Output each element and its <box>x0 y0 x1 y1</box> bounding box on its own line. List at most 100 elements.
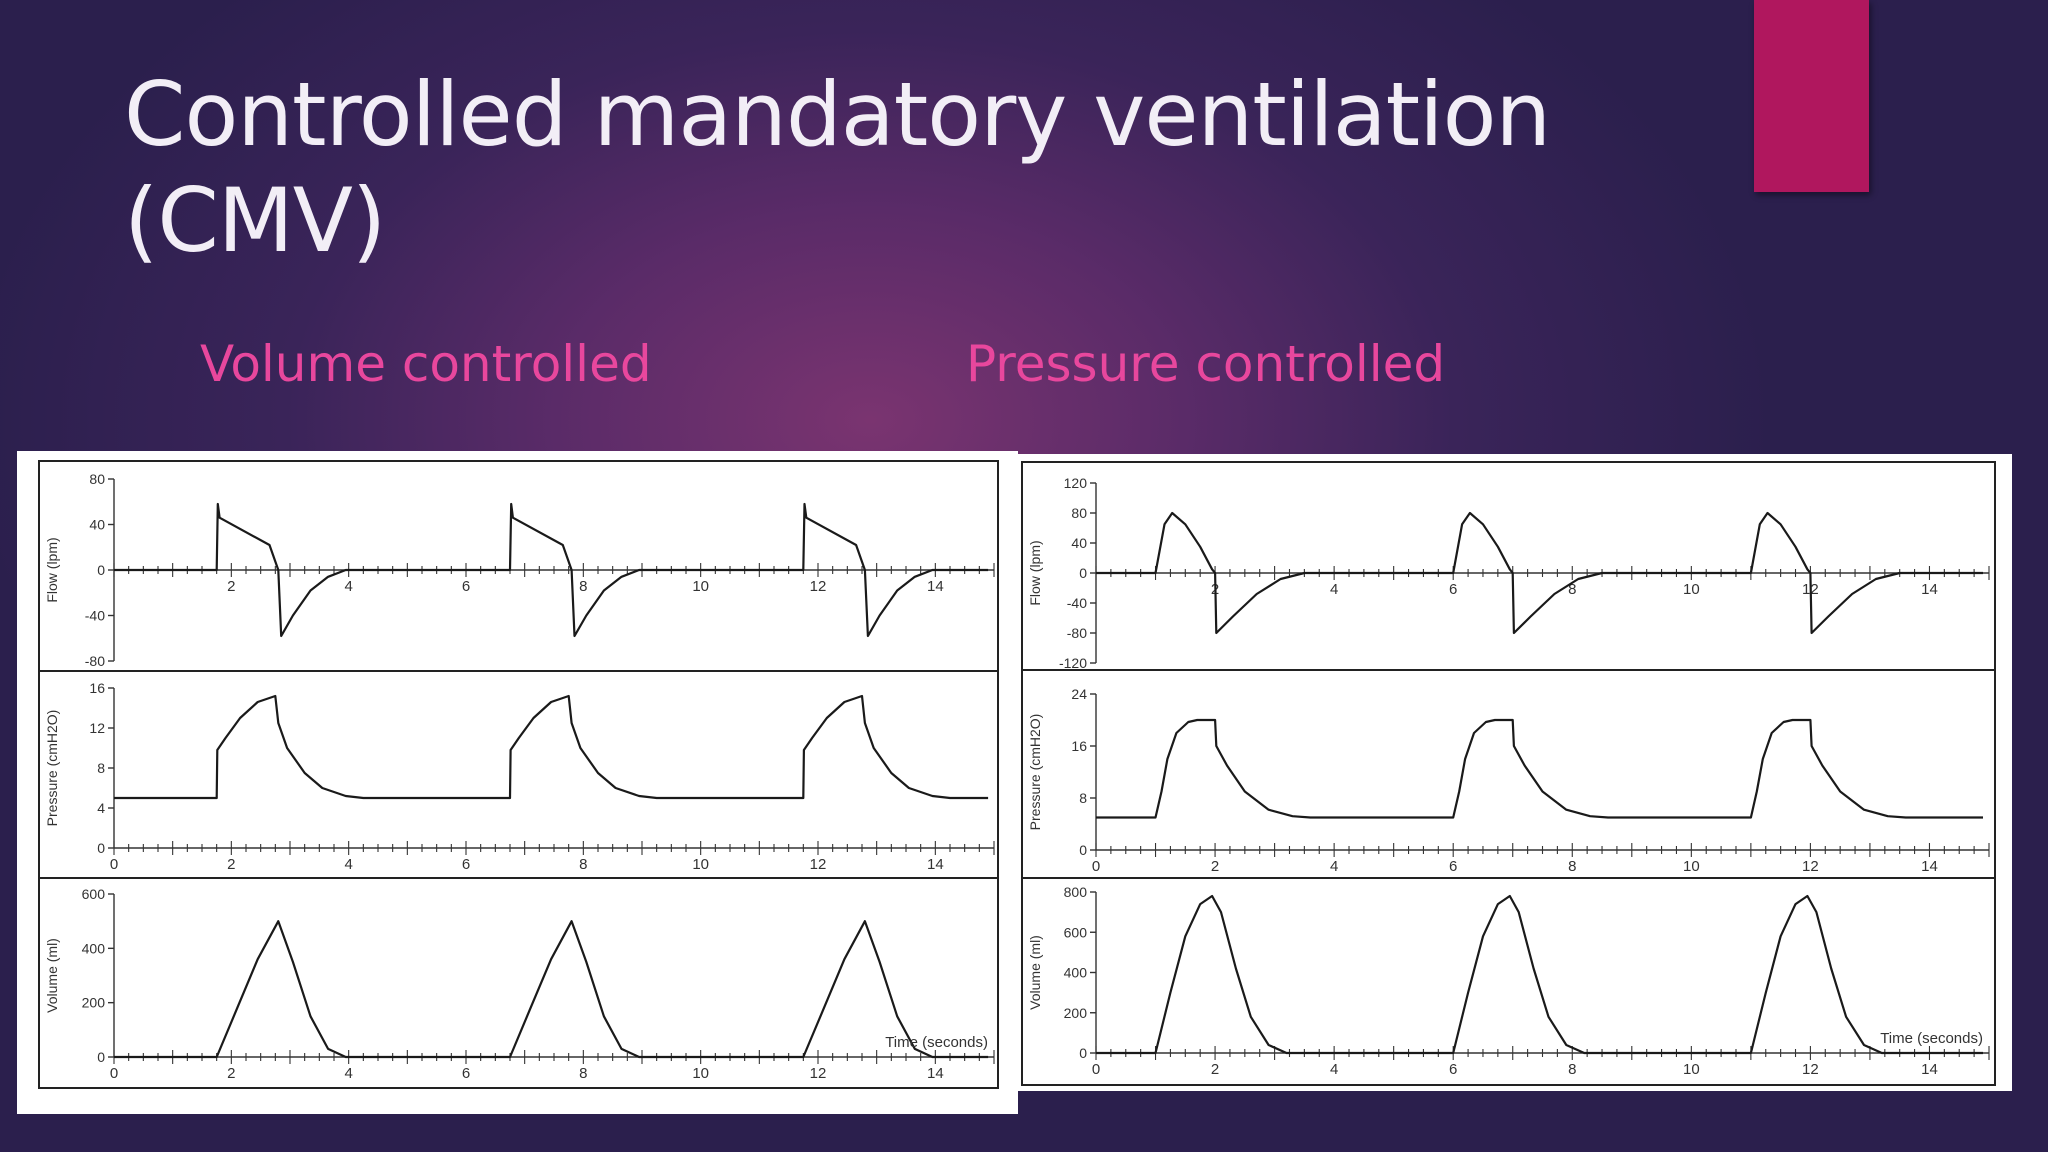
series-pressure-line <box>1096 718 1983 819</box>
y-tick-label: 40 <box>1071 535 1087 551</box>
x-tick-label: 10 <box>692 1065 709 1082</box>
y-axis-label: Volume (ml) <box>44 938 60 1013</box>
x-tick-label: 2 <box>227 1065 235 1082</box>
x-tick-label: 0 <box>110 1065 118 1082</box>
y-axis-label: Pressure (cmH2O) <box>1027 714 1043 831</box>
x-tick-label: 6 <box>1449 581 1457 598</box>
x-axis-label: Time (seconds) <box>1880 1030 1983 1047</box>
y-tick-label: 600 <box>1064 924 1088 940</box>
y-tick-label: 16 <box>1071 738 1087 754</box>
y-tick-label: 80 <box>89 471 105 487</box>
y-tick-label: 8 <box>1079 790 1087 806</box>
y-axis-label: Flow (lpm) <box>1027 540 1043 605</box>
y-tick-label: 16 <box>89 680 105 696</box>
y-tick-label: 800 <box>1064 884 1088 900</box>
x-tick-label: 0 <box>1092 858 1100 875</box>
x-tick-label: 12 <box>810 578 827 595</box>
x-tick-label: 10 <box>1683 581 1700 598</box>
x-tick-label: 14 <box>927 856 944 873</box>
x-tick-label: 14 <box>1921 858 1938 875</box>
y-tick-label: 0 <box>1079 565 1087 581</box>
y-tick-label: 200 <box>1064 1005 1088 1021</box>
y-tick-label: -80 <box>85 653 105 669</box>
volume-controlled-chart-panel: 80 40 0 -40 -80 Flow (lpm) 2 4 6 8 10 12 14 16 12 8 4 0 Pr… <box>17 451 1018 1114</box>
chart-frame <box>38 460 999 1089</box>
accent-block <box>1754 0 1869 192</box>
right-heading: Pressure controlled <box>966 335 1446 393</box>
y-tick-label: 12 <box>89 720 105 736</box>
x-axis-label: Time (seconds) <box>885 1034 988 1051</box>
subplot-volume: 600 400 200 0 Volume (ml) 0 2 4 6 8 10 12 14 Time (se… <box>39 877 998 1082</box>
y-tick-label: 400 <box>82 940 106 956</box>
y-tick-label: -80 <box>1067 625 1087 641</box>
y-tick-label: 120 <box>1064 475 1088 491</box>
x-tick-label: 4 <box>344 578 352 595</box>
x-tick-label: 8 <box>579 578 587 595</box>
y-axis-label: Pressure (cmH2O) <box>44 710 60 827</box>
y-tick-label: 4 <box>97 800 105 816</box>
x-tick-label: 2 <box>227 578 235 595</box>
series-flow-line <box>1096 511 1983 635</box>
x-tick-label: 0 <box>1092 1061 1100 1078</box>
x-tick-label: 14 <box>927 578 944 595</box>
y-tick-label: 0 <box>1079 1045 1087 1061</box>
left-heading: Volume controlled <box>200 335 652 393</box>
x-tick-label: 14 <box>1921 581 1938 598</box>
x-tick-label: 4 <box>344 1065 352 1082</box>
series-volume-line <box>114 920 989 1059</box>
y-tick-label: 40 <box>89 517 105 533</box>
series-flow-line <box>114 502 989 638</box>
x-tick-label: 14 <box>1921 1061 1938 1078</box>
x-tick-label: 12 <box>1802 858 1819 875</box>
x-tick-label: 8 <box>579 856 587 873</box>
x-tick-label: 6 <box>1449 858 1457 875</box>
x-tick-label: 0 <box>110 856 118 873</box>
x-tick-label: 4 <box>1330 581 1338 598</box>
x-tick-label: 2 <box>1211 858 1219 875</box>
x-tick-label: 10 <box>1683 1061 1700 1078</box>
y-tick-label: -40 <box>85 608 105 624</box>
y-tick-label: -40 <box>1067 595 1087 611</box>
series-volume-line <box>1096 894 1983 1055</box>
subplot-pressure: 16 12 8 4 0 Pressure (cmH2O) 0 2 4 6 8 10 12 14 <box>39 670 998 873</box>
x-tick-label: 2 <box>1211 1061 1219 1078</box>
slide-title: Controlled mandatory ventilation (CMV) <box>124 63 1551 272</box>
x-tick-label: 10 <box>1683 858 1700 875</box>
x-tick-label: 6 <box>462 856 470 873</box>
x-tick-label: 6 <box>462 578 470 595</box>
y-tick-label: 600 <box>82 886 106 902</box>
x-tick-label: 4 <box>1330 1061 1338 1078</box>
x-tick-label: 6 <box>462 1065 470 1082</box>
pressure-controlled-chart-panel: 120 80 40 0 -40 -80 -120 Flow (lpm) 2 4 6 8 10 12 14 24… <box>1018 454 2012 1091</box>
y-tick-label: 0 <box>97 1049 105 1065</box>
subplot-volume: 800 600 400 200 0 Volume (ml) 0 2 4 6 8 10 12 14 Time … <box>1022 877 1995 1078</box>
x-tick-label: 10 <box>692 578 709 595</box>
y-tick-label: 24 <box>1071 686 1087 702</box>
x-tick-label: 8 <box>1568 858 1576 875</box>
x-tick-label: 10 <box>692 856 709 873</box>
y-tick-label: 0 <box>97 562 105 578</box>
x-tick-label: 4 <box>344 856 352 873</box>
x-tick-label: 14 <box>927 1065 944 1082</box>
y-tick-label: 80 <box>1071 505 1087 521</box>
subplot-flow: 80 40 0 -40 -80 Flow (lpm) 2 4 6 8 10 12 14 <box>44 471 995 669</box>
y-tick-label: 200 <box>82 995 106 1011</box>
y-axis-label: Volume (ml) <box>1027 935 1043 1010</box>
x-tick-label: 8 <box>1568 581 1576 598</box>
series-pressure-line <box>114 694 989 800</box>
x-tick-label: 12 <box>810 856 827 873</box>
y-tick-label: -120 <box>1059 655 1087 671</box>
chart-frame <box>1021 461 1996 1086</box>
x-tick-label: 12 <box>810 1065 827 1082</box>
y-axis-label: Flow (lpm) <box>44 537 60 602</box>
y-tick-label: 0 <box>1079 842 1087 858</box>
y-tick-label: 400 <box>1064 965 1088 981</box>
x-tick-label: 4 <box>1330 858 1338 875</box>
x-tick-label: 8 <box>579 1065 587 1082</box>
x-tick-label: 8 <box>1568 1061 1576 1078</box>
x-tick-label: 6 <box>1449 1061 1457 1078</box>
